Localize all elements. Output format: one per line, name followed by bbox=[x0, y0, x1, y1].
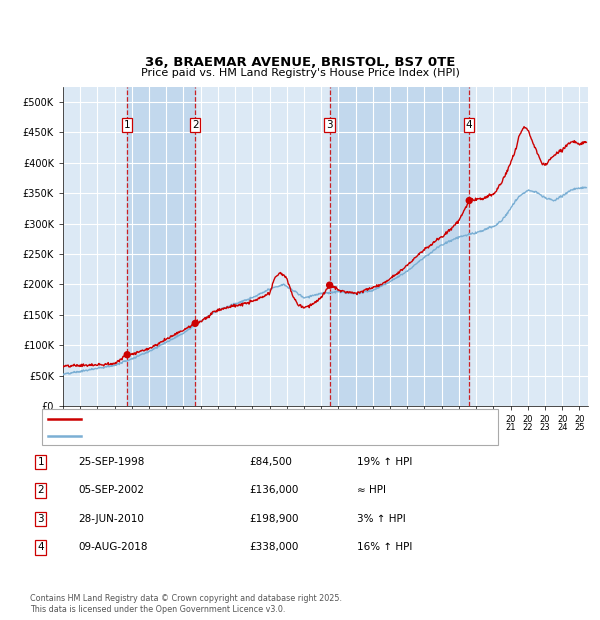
Bar bbox=[329, 87, 469, 406]
Text: 09-AUG-2018: 09-AUG-2018 bbox=[78, 542, 148, 552]
Text: 4: 4 bbox=[37, 542, 44, 552]
Bar bbox=[127, 87, 195, 406]
Text: 2: 2 bbox=[37, 485, 44, 495]
Text: 4: 4 bbox=[466, 120, 473, 130]
Text: 1: 1 bbox=[37, 457, 44, 467]
Text: Price paid vs. HM Land Registry's House Price Index (HPI): Price paid vs. HM Land Registry's House … bbox=[140, 68, 460, 78]
Text: £136,000: £136,000 bbox=[249, 485, 298, 495]
Text: 36, BRAEMAR AVENUE, BRISTOL, BS7 0TE (semi-detached house): 36, BRAEMAR AVENUE, BRISTOL, BS7 0TE (se… bbox=[85, 414, 395, 423]
Text: 3: 3 bbox=[326, 120, 333, 130]
Text: 1: 1 bbox=[124, 120, 131, 130]
Text: ≈ HPI: ≈ HPI bbox=[357, 485, 386, 495]
Text: HPI: Average price, semi-detached house, South Gloucestershire: HPI: Average price, semi-detached house,… bbox=[85, 432, 392, 441]
Point bbox=[190, 319, 200, 329]
Text: 05-SEP-2002: 05-SEP-2002 bbox=[78, 485, 144, 495]
Text: £338,000: £338,000 bbox=[249, 542, 298, 552]
Text: Contains HM Land Registry data © Crown copyright and database right 2025.
This d: Contains HM Land Registry data © Crown c… bbox=[30, 595, 342, 614]
Text: 3% ↑ HPI: 3% ↑ HPI bbox=[357, 514, 406, 524]
Text: 25-SEP-1998: 25-SEP-1998 bbox=[78, 457, 145, 467]
Text: 2: 2 bbox=[192, 120, 199, 130]
Text: 19% ↑ HPI: 19% ↑ HPI bbox=[357, 457, 412, 467]
Point bbox=[122, 350, 132, 360]
Text: 3: 3 bbox=[37, 514, 44, 524]
Text: 36, BRAEMAR AVENUE, BRISTOL, BS7 0TE: 36, BRAEMAR AVENUE, BRISTOL, BS7 0TE bbox=[145, 56, 455, 68]
Text: 28-JUN-2010: 28-JUN-2010 bbox=[78, 514, 144, 524]
Text: 16% ↑ HPI: 16% ↑ HPI bbox=[357, 542, 412, 552]
Point bbox=[325, 280, 334, 290]
Text: £198,900: £198,900 bbox=[249, 514, 299, 524]
Point bbox=[464, 195, 474, 205]
Text: £84,500: £84,500 bbox=[249, 457, 292, 467]
